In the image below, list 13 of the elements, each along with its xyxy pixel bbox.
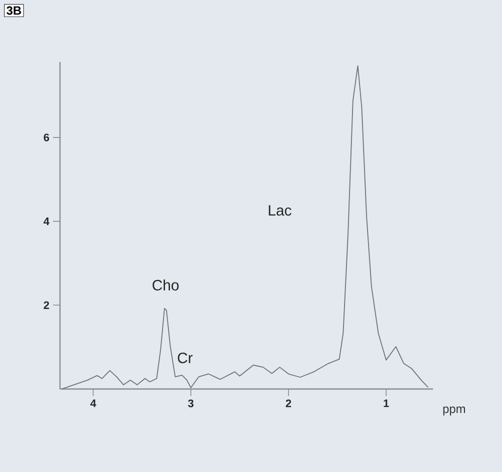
text: 3B [6,6,22,15]
x-tick-label: 3 [188,400,194,408]
annotation: Lac [268,205,292,216]
x-tick-label: 1 [384,400,389,408]
x-tick-label: 2 [286,400,292,408]
annotation: Cr [178,352,193,364]
y-tick-label: 4 [44,218,50,226]
x-axis-title: ppm [443,406,465,416]
annotation: Cho [152,280,179,290]
y-tick-label: 6 [44,134,50,142]
line-series [62,65,429,390]
x-tick-label: 4 [90,400,96,408]
y-tick-label: 2 [44,301,50,309]
